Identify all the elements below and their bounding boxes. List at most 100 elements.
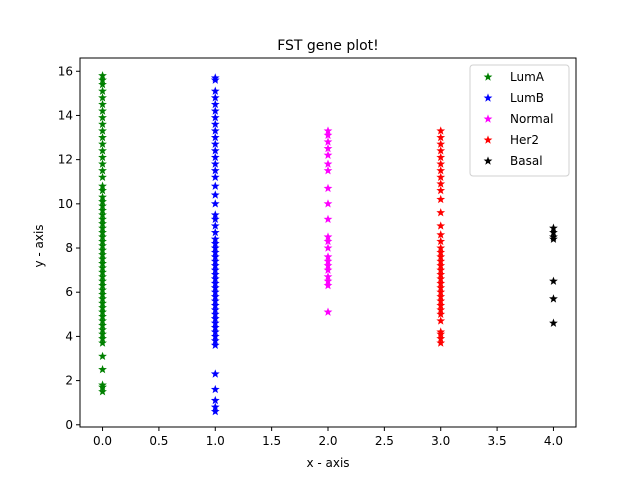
y-tick-label: 4 — [65, 329, 73, 343]
data-point — [210, 243, 220, 252]
data-point — [98, 192, 107, 201]
data-point — [98, 79, 107, 89]
data-point — [323, 272, 333, 281]
data-point — [436, 274, 446, 283]
data-point — [210, 210, 220, 219]
legend-marker — [483, 135, 493, 144]
y-tick-label: 10 — [58, 197, 73, 211]
data-point — [210, 234, 220, 243]
data-point — [98, 205, 107, 215]
data-point — [98, 71, 107, 80]
data-point — [98, 185, 107, 195]
data-point — [436, 316, 446, 325]
data-point — [98, 139, 107, 148]
legend: LumA LumB Normal Her2 Basal — [469, 64, 570, 177]
x-tick-label: 3.5 — [488, 434, 507, 448]
data-point — [98, 113, 107, 122]
data-point — [210, 402, 220, 411]
data-point — [436, 305, 446, 314]
data-point — [98, 210, 107, 219]
data-point — [323, 159, 333, 168]
data-point — [98, 267, 107, 277]
data-point — [98, 285, 107, 294]
x-tick-label: 2.5 — [375, 434, 394, 448]
data-point — [436, 194, 446, 204]
data-point — [436, 132, 446, 142]
data-point — [98, 146, 107, 155]
data-point — [436, 283, 446, 292]
data-point — [436, 230, 446, 239]
data-point — [323, 137, 333, 146]
data-point — [549, 294, 558, 303]
data-point — [323, 214, 333, 224]
data-point — [98, 201, 107, 210]
data-point — [436, 334, 446, 343]
y-tick-label: 6 — [65, 285, 73, 299]
data-point — [210, 113, 220, 122]
x-tick-label: 3.0 — [431, 434, 450, 448]
data-point — [323, 150, 333, 159]
data-point — [98, 126, 107, 135]
data-point — [98, 227, 107, 237]
series-lumb — [210, 73, 220, 416]
data-point — [98, 86, 107, 95]
data-point — [210, 132, 220, 142]
data-point — [436, 139, 446, 148]
data-point — [323, 252, 333, 261]
data-point — [210, 152, 220, 162]
data-point — [98, 380, 107, 389]
data-point — [210, 159, 220, 168]
y-axis: 0 2 4 6 8 10 12 14 16 — [58, 64, 80, 432]
data-point — [210, 327, 220, 336]
series-normal — [323, 126, 333, 316]
data-point — [323, 276, 333, 285]
data-point — [210, 305, 220, 314]
data-point — [436, 287, 446, 296]
data-point — [98, 93, 107, 102]
data-point — [98, 272, 107, 281]
data-point — [98, 119, 107, 129]
data-point — [98, 254, 107, 263]
data-point — [323, 280, 333, 290]
data-point — [323, 232, 333, 241]
data-point — [210, 256, 220, 265]
data-point — [210, 139, 220, 148]
data-point — [98, 172, 107, 182]
y-tick-label: 14 — [58, 108, 73, 122]
data-point — [436, 152, 446, 162]
data-point — [98, 132, 107, 142]
data-point — [323, 126, 333, 135]
data-point — [210, 73, 220, 82]
data-point — [98, 152, 107, 162]
legend-entry-label: Her2 — [510, 133, 539, 147]
data-point — [98, 316, 107, 325]
y-tick-label: 16 — [58, 64, 73, 78]
data-point — [210, 340, 220, 349]
data-point — [210, 336, 220, 345]
y-axis-label: y - axis — [32, 224, 46, 267]
data-point — [98, 106, 107, 115]
data-point — [549, 276, 558, 285]
data-point — [210, 99, 220, 109]
data-point — [436, 309, 446, 319]
legend-entry-label: Normal — [510, 112, 553, 126]
data-point — [210, 86, 220, 95]
data-point — [436, 338, 446, 347]
data-point — [436, 208, 446, 217]
data-point — [210, 199, 220, 208]
data-point — [210, 247, 220, 257]
legend-marker — [483, 156, 493, 165]
data-point — [210, 252, 220, 261]
data-point — [436, 236, 446, 246]
legend-marker — [483, 93, 493, 102]
data-point — [98, 311, 107, 321]
data-point — [549, 227, 558, 237]
data-point — [98, 219, 107, 228]
data-point — [210, 227, 220, 237]
data-point — [436, 300, 446, 310]
y-tick-label: 8 — [65, 241, 73, 255]
data-point — [98, 329, 107, 338]
data-point — [98, 351, 107, 361]
series-luma — [98, 71, 107, 396]
